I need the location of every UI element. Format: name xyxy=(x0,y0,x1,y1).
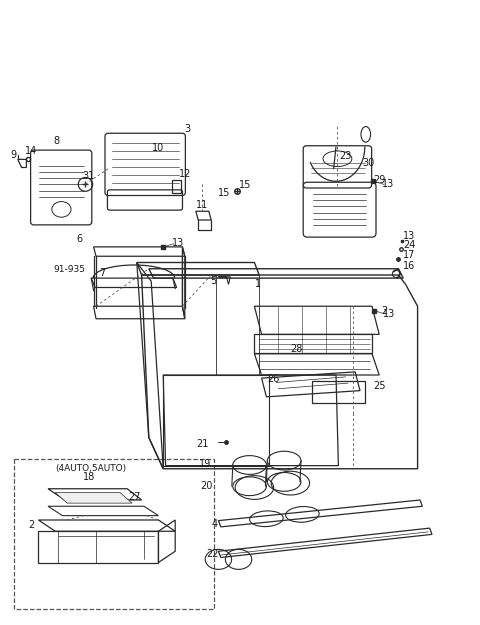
Text: 5: 5 xyxy=(210,276,217,286)
Text: 23: 23 xyxy=(339,151,352,161)
Text: 12: 12 xyxy=(179,169,191,179)
Bar xyxy=(14,459,214,609)
Text: 21: 21 xyxy=(196,439,209,449)
Text: 18: 18 xyxy=(83,472,95,482)
Text: 13: 13 xyxy=(171,238,184,248)
Text: 26: 26 xyxy=(267,374,280,384)
Text: 31: 31 xyxy=(83,171,95,181)
Text: 13: 13 xyxy=(383,309,395,319)
Text: 2: 2 xyxy=(381,306,387,316)
Text: 29: 29 xyxy=(373,175,385,185)
Text: 27: 27 xyxy=(128,492,141,502)
Text: 24: 24 xyxy=(403,240,415,250)
Text: 17: 17 xyxy=(403,250,416,260)
Text: 22: 22 xyxy=(206,549,219,559)
Text: 20: 20 xyxy=(200,481,213,491)
Text: 6: 6 xyxy=(76,234,82,244)
Text: 8: 8 xyxy=(54,136,60,146)
Text: 13: 13 xyxy=(382,179,394,189)
Text: 9: 9 xyxy=(10,150,16,160)
Text: (4AUTO,5AUTO): (4AUTO,5AUTO) xyxy=(55,464,126,472)
Text: 19: 19 xyxy=(199,459,211,469)
Text: 13: 13 xyxy=(403,231,415,241)
Text: 11: 11 xyxy=(195,200,208,210)
Polygon shape xyxy=(55,492,132,503)
Text: 14: 14 xyxy=(25,146,37,156)
Text: 4: 4 xyxy=(212,519,218,529)
Text: 3: 3 xyxy=(184,124,190,134)
Text: 16: 16 xyxy=(403,261,416,271)
Text: 15: 15 xyxy=(239,180,251,190)
Text: 1: 1 xyxy=(255,279,261,289)
Text: 25: 25 xyxy=(373,381,385,391)
Text: 2: 2 xyxy=(28,520,35,530)
Text: 91-935: 91-935 xyxy=(54,266,85,274)
Text: 28: 28 xyxy=(290,344,302,354)
Text: 30: 30 xyxy=(362,158,375,168)
Text: 10: 10 xyxy=(152,143,165,153)
Text: 7: 7 xyxy=(99,268,106,278)
Text: 15: 15 xyxy=(218,188,230,198)
